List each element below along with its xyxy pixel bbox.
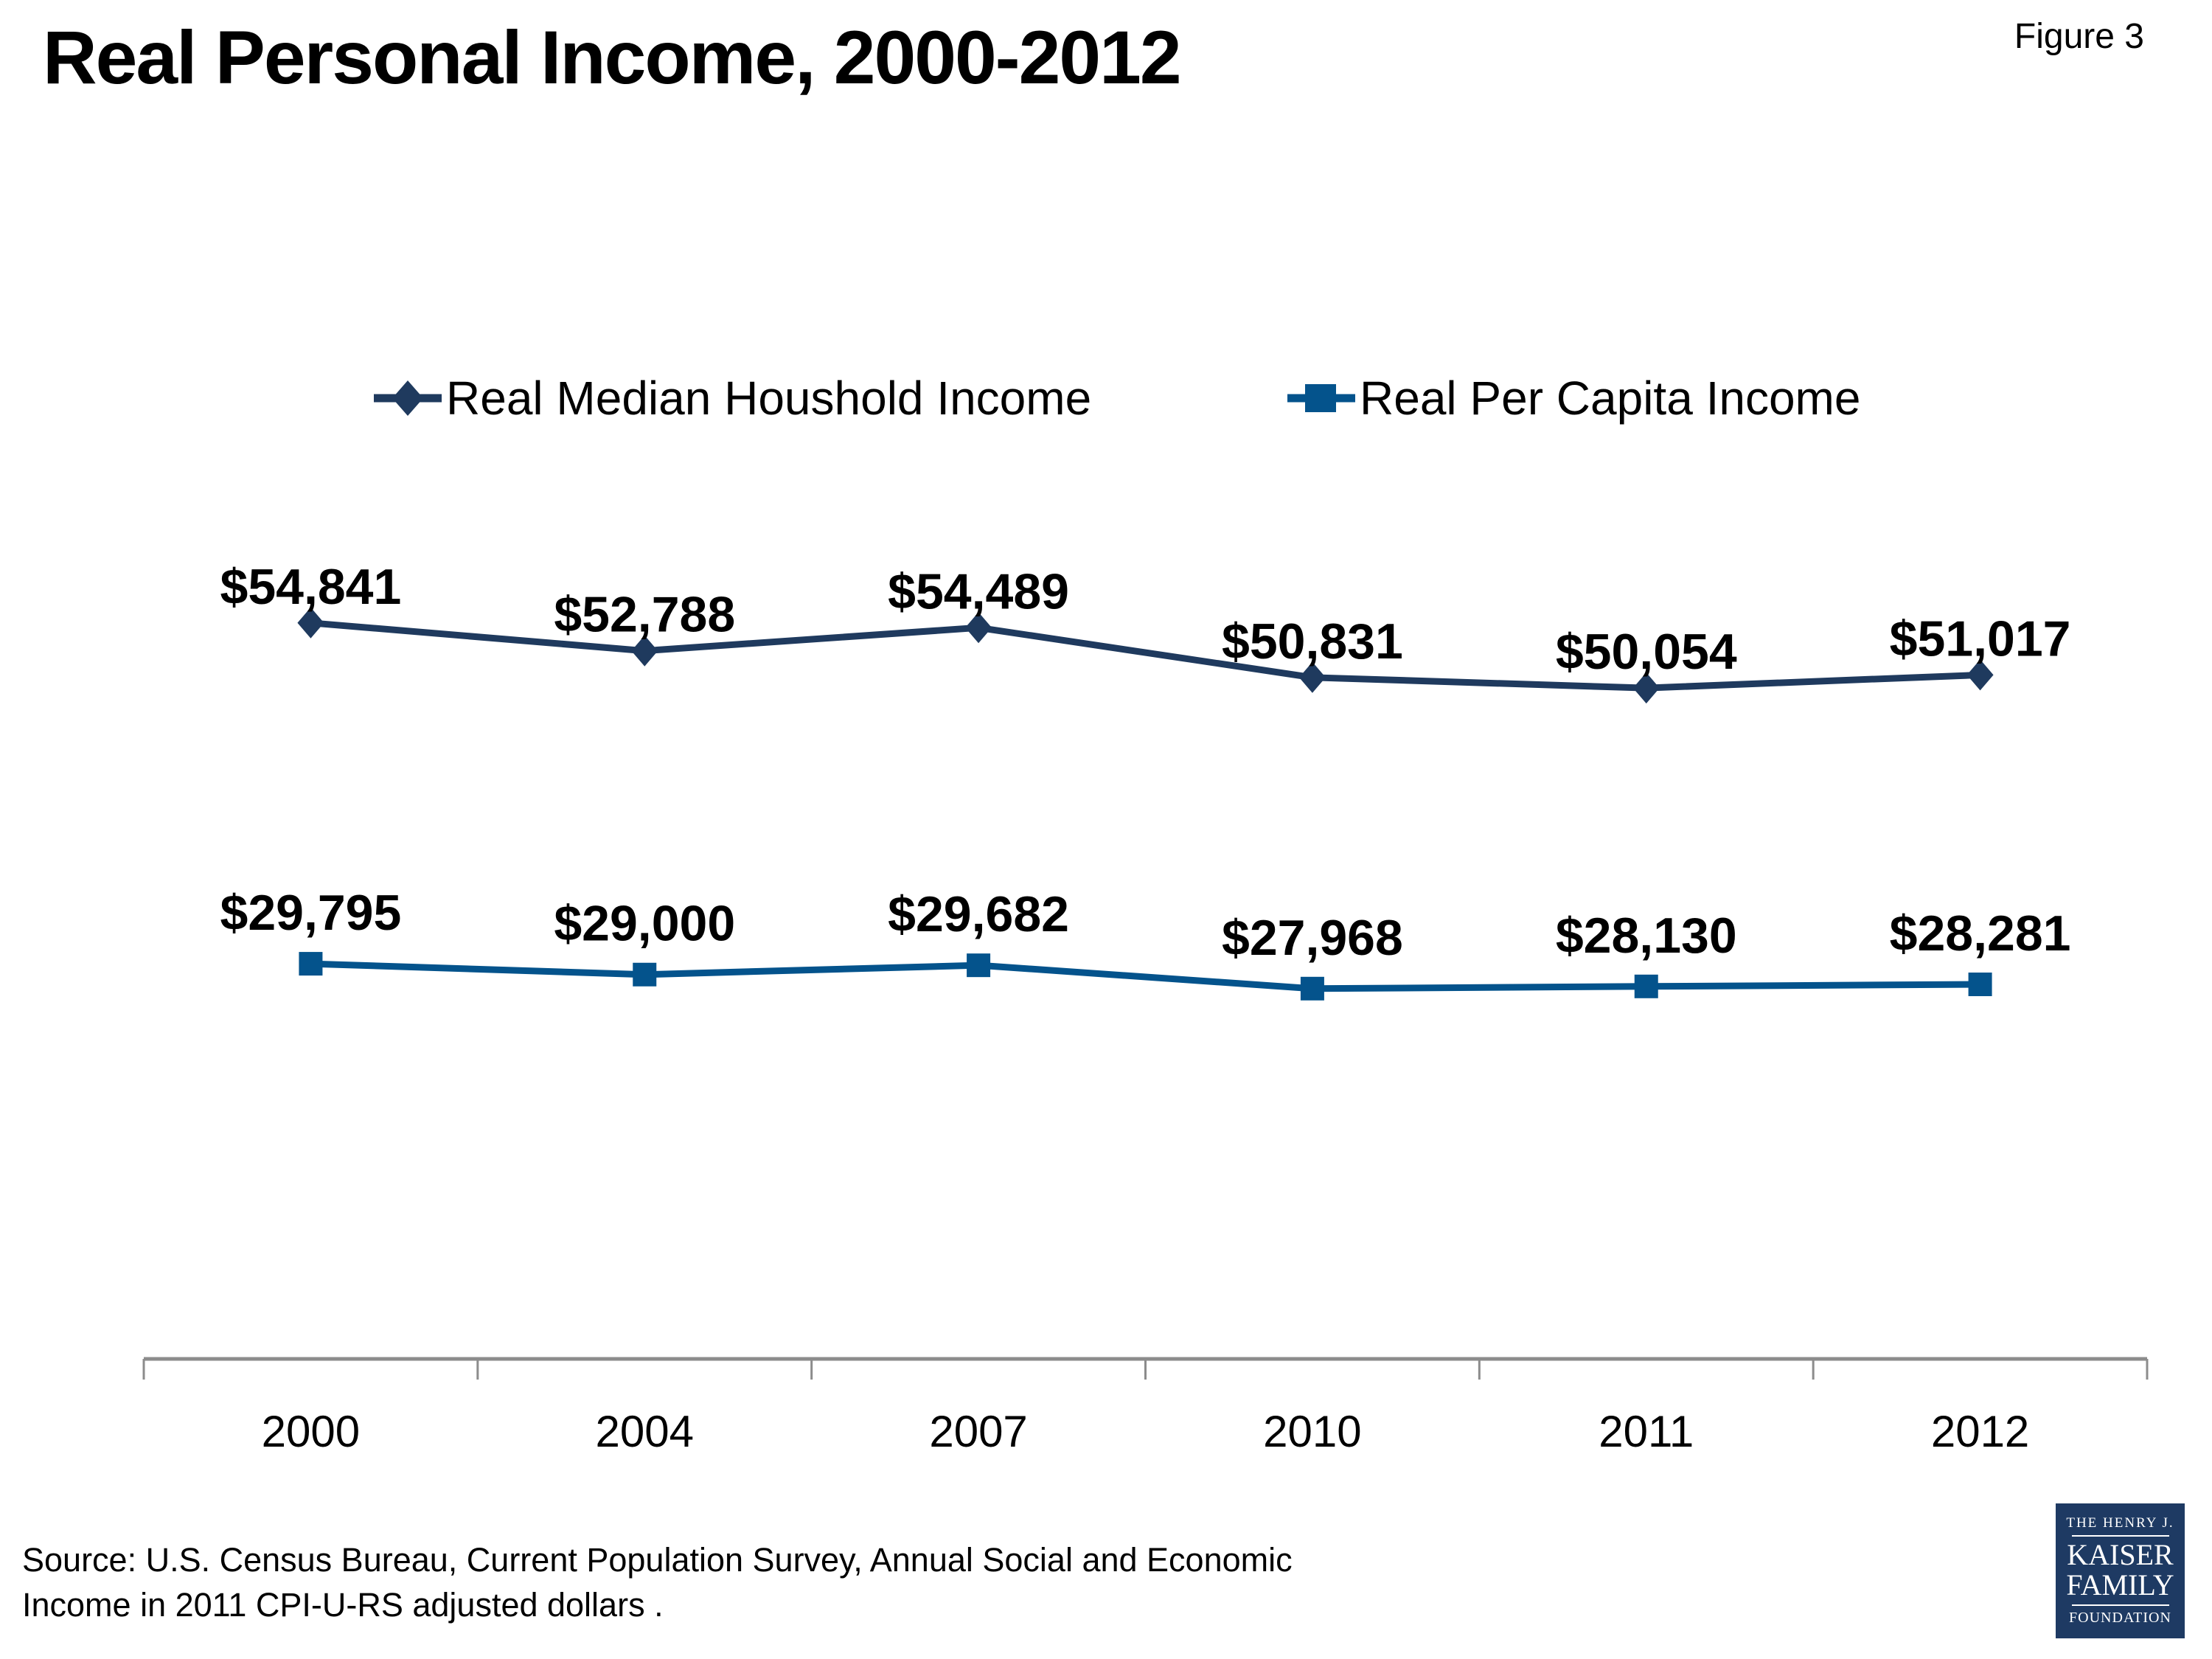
- logo-text-kaiser: KAISER: [2067, 1538, 2174, 1572]
- square-marker: [633, 962, 657, 987]
- x-axis-label: 2004: [596, 1407, 694, 1456]
- square-marker: [1634, 974, 1658, 998]
- data-label: $51,017: [1890, 611, 2071, 667]
- square-marker: [299, 952, 323, 976]
- data-label: $29,000: [554, 896, 735, 952]
- square-marker: [1968, 973, 1992, 997]
- diamond-marker: [297, 607, 324, 639]
- square-marker: [967, 953, 991, 978]
- legend-label-median-household-income: Real Median Houshold Income: [446, 372, 1092, 425]
- x-axis-label: 2000: [262, 1407, 360, 1456]
- data-label: $27,968: [1222, 910, 1403, 966]
- series-line: [310, 619, 1980, 692]
- source-note-line2: Income in 2011 CPI-U-RS adjusted dollars…: [22, 1585, 664, 1624]
- legend-item-per-capita-income: Real Per Capita Income: [1286, 367, 1860, 429]
- logo-divider-top: [2071, 1535, 2169, 1537]
- legend-label-per-capita-income: Real Per Capita Income: [1360, 372, 1861, 425]
- data-label: $29,795: [220, 885, 402, 941]
- diamond-marker: [1966, 659, 1994, 691]
- logo-text-foundation: FOUNDATION: [2069, 1609, 2171, 1626]
- diamond-marker: [1632, 672, 1660, 704]
- data-label: $54,841: [220, 559, 402, 615]
- data-label: $52,788: [554, 587, 735, 643]
- data-label: $54,489: [888, 563, 1069, 619]
- diamond-marker: [631, 635, 658, 667]
- data-label: $50,054: [1556, 624, 1737, 680]
- legend-item-median-household-income: Real Median Houshold Income: [372, 367, 1091, 429]
- kaiser-family-foundation-logo: THE HENRY J. KAISER FAMILY FOUNDATION: [2056, 1503, 2185, 1638]
- page-title: Real Personal Income, 2000-2012: [43, 15, 1182, 100]
- x-axis-label: 2012: [1931, 1407, 2029, 1456]
- legend-diamond-marker-icon: [374, 380, 442, 416]
- source-note: Source: U.S. Census Bureau, Current Popu…: [22, 1538, 1293, 1628]
- logo-text-the-henry-j: THE HENRY J.: [2066, 1515, 2174, 1531]
- logo-text-family: FAMILY: [2066, 1568, 2174, 1601]
- data-label: $28,130: [1556, 908, 1737, 964]
- square-marker: [1300, 976, 1324, 1001]
- logo-divider-bottom: [2071, 1604, 2169, 1606]
- x-axis-label: 2010: [1263, 1407, 1361, 1456]
- figure-number-label: Figure 3: [2014, 17, 2144, 56]
- diamond-marker: [965, 612, 992, 644]
- data-label: $28,281: [1890, 905, 2071, 961]
- diamond-marker: [1298, 661, 1326, 693]
- x-axis-label: 2007: [929, 1407, 1027, 1456]
- data-label: $50,831: [1222, 613, 1403, 669]
- legend-square-marker-icon: [1287, 384, 1355, 412]
- series-line: [310, 960, 1980, 992]
- source-note-line1: Source: U.S. Census Bureau, Current Popu…: [22, 1541, 1293, 1579]
- data-label: $29,682: [888, 886, 1069, 942]
- x-axis-label: 2011: [1599, 1407, 1694, 1456]
